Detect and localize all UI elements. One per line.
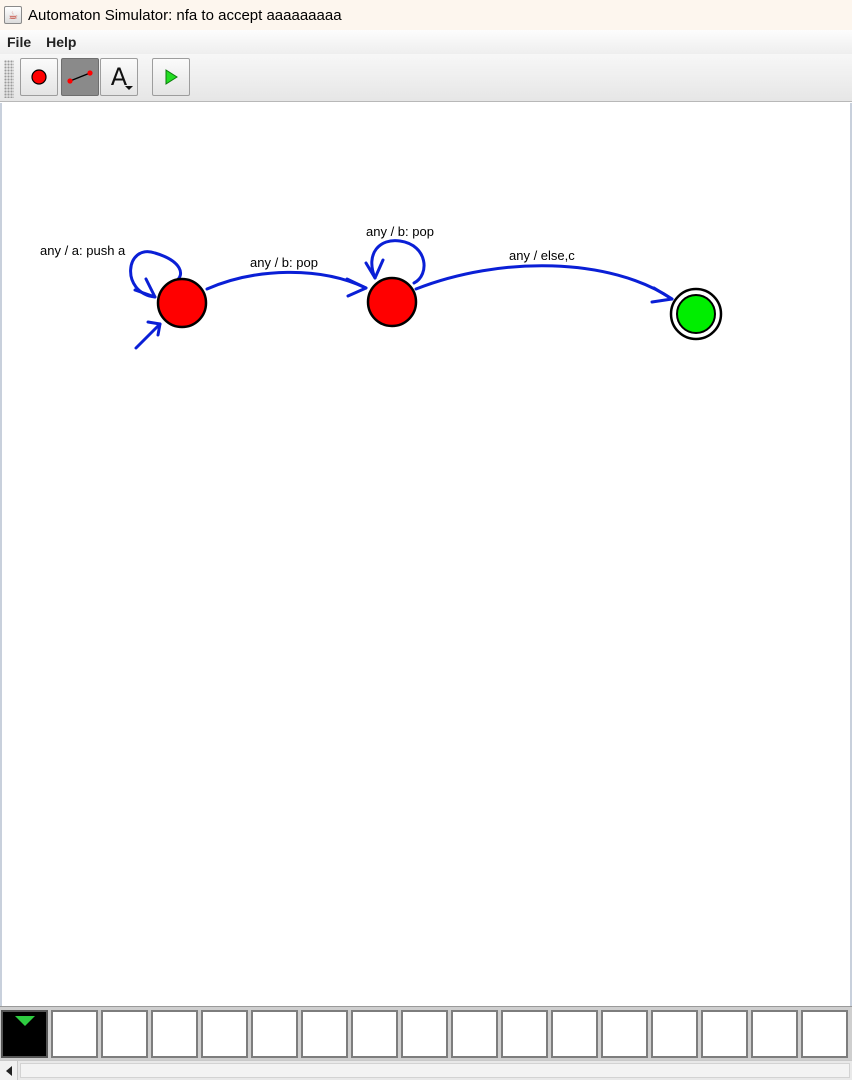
scroll-thumb[interactable] bbox=[20, 1063, 850, 1078]
add-state-button[interactable] bbox=[20, 58, 58, 96]
transition-label[interactable]: any / b: pop bbox=[250, 255, 318, 270]
horizontal-scrollbar[interactable] bbox=[0, 1060, 852, 1080]
transition-q0-q1[interactable] bbox=[205, 270, 368, 298]
state-accept[interactable] bbox=[669, 287, 723, 341]
tape-cell[interactable] bbox=[551, 1010, 598, 1058]
transition-label[interactable]: any / else,c bbox=[509, 248, 575, 263]
tape-cell[interactable] bbox=[601, 1010, 648, 1058]
tape-cell[interactable] bbox=[101, 1010, 148, 1058]
java-cup-icon: ☕ bbox=[4, 6, 22, 24]
menu-file[interactable]: File bbox=[7, 34, 32, 50]
menu-help[interactable]: Help bbox=[46, 34, 77, 50]
play-icon bbox=[165, 69, 178, 85]
arrow-left-icon bbox=[5, 1065, 12, 1076]
letter-a-icon: A bbox=[110, 63, 128, 91]
state-intermediate[interactable] bbox=[366, 276, 418, 328]
red-circle-icon bbox=[31, 69, 47, 85]
state-start[interactable] bbox=[156, 277, 208, 329]
transition-line-icon bbox=[67, 70, 93, 84]
transition-q1-self[interactable] bbox=[364, 239, 426, 285]
start-arrow bbox=[134, 320, 162, 350]
tape-cell[interactable] bbox=[351, 1010, 398, 1058]
tape-cell[interactable] bbox=[301, 1010, 348, 1058]
transition-q0-self[interactable] bbox=[129, 250, 182, 299]
input-tape bbox=[0, 1006, 852, 1060]
tape-cell[interactable] bbox=[701, 1010, 748, 1058]
tape-cell[interactable] bbox=[801, 1010, 848, 1058]
tape-head-marker-icon bbox=[15, 1016, 35, 1026]
tape-cell[interactable] bbox=[501, 1010, 548, 1058]
transition-label[interactable]: any / b: pop bbox=[366, 224, 434, 239]
tape-cell[interactable] bbox=[251, 1010, 298, 1058]
tape-cell[interactable] bbox=[751, 1010, 798, 1058]
tape-cell-head[interactable] bbox=[1, 1010, 48, 1058]
tape-cell[interactable] bbox=[401, 1010, 448, 1058]
transition-q1-q2[interactable] bbox=[414, 264, 674, 304]
tape-cell[interactable] bbox=[651, 1010, 698, 1058]
text-tool-button[interactable]: A bbox=[100, 58, 138, 96]
transition-label[interactable]: any / a: push a bbox=[40, 243, 126, 258]
tape-cell[interactable] bbox=[201, 1010, 248, 1058]
tape-cell[interactable] bbox=[451, 1010, 498, 1058]
scroll-left-button[interactable] bbox=[0, 1061, 18, 1080]
toolbar: A bbox=[0, 54, 852, 102]
menu-bar: File Help bbox=[0, 30, 852, 54]
add-transition-button[interactable] bbox=[61, 58, 99, 96]
tape-cell[interactable] bbox=[151, 1010, 198, 1058]
window-title: Automaton Simulator: nfa to accept aaaaa… bbox=[28, 6, 342, 24]
dropdown-arrow-icon bbox=[125, 86, 133, 90]
toolbar-grip-handle[interactable] bbox=[4, 60, 14, 98]
automaton-canvas[interactable]: any / a: push a any / b: pop any / b: po… bbox=[0, 103, 852, 1006]
title-bar: ☕ Automaton Simulator: nfa to accept aaa… bbox=[0, 0, 852, 30]
tape-cell[interactable] bbox=[51, 1010, 98, 1058]
automaton-diagram[interactable]: any / a: push a any / b: pop any / b: po… bbox=[0, 103, 852, 1006]
run-button[interactable] bbox=[152, 58, 190, 96]
